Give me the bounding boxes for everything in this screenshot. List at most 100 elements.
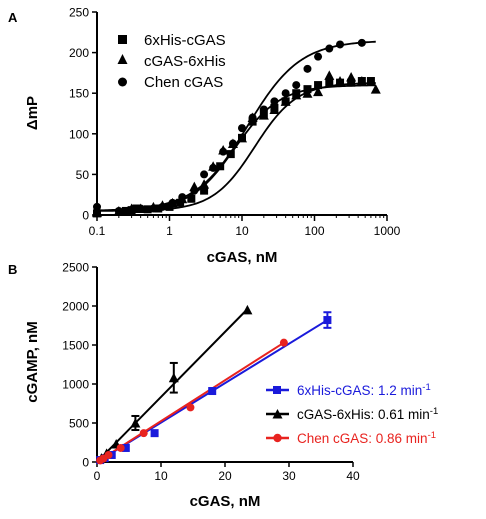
point-chen-cgas bbox=[104, 450, 113, 459]
point-cgas-6xhis bbox=[92, 207, 102, 218]
point-chen-cgas bbox=[168, 198, 177, 207]
point-chen-cgas bbox=[93, 202, 101, 211]
point-6xhis-cgas bbox=[325, 78, 334, 87]
panel-a-y-axis-label: ΔmP bbox=[24, 96, 41, 130]
point-chen-cgas bbox=[248, 113, 257, 122]
y-tick-label: 1500 bbox=[62, 339, 89, 353]
x-tick-label: 0.1 bbox=[89, 224, 106, 238]
rate-exponent: -1 bbox=[428, 430, 436, 441]
point-6xhis-cgas bbox=[208, 387, 217, 396]
y-tick-label: 0 bbox=[82, 456, 89, 470]
point-chen-cgas bbox=[357, 38, 366, 47]
panel-b-y-axis-label: cGAMP, nM bbox=[24, 321, 41, 402]
point-chen-cgas bbox=[186, 403, 195, 412]
x-tick-label: 10 bbox=[154, 469, 168, 483]
x-tick-label: 0 bbox=[94, 469, 101, 483]
point-cgas-6xhis bbox=[335, 76, 346, 86]
point-chen-cgas bbox=[149, 204, 158, 213]
point-cgas-6xhis bbox=[313, 86, 324, 97]
point-chen-cgas bbox=[190, 186, 199, 195]
point-6xhis-cgas bbox=[347, 78, 356, 87]
point-chen-cgas bbox=[136, 204, 145, 213]
legend-marker-b-6xhis-cgas bbox=[273, 386, 281, 394]
point-cgas-6xhis bbox=[356, 76, 367, 86]
legend-label-chen-cgas: Chen cGAS bbox=[144, 74, 223, 91]
fit-curve-chen-cgas bbox=[96, 40, 376, 212]
x-tick-label: 100 bbox=[304, 224, 324, 238]
point-chen-cgas bbox=[303, 64, 312, 73]
point-6xhis-cgas bbox=[150, 429, 159, 438]
x-tick-label: 20 bbox=[218, 469, 232, 483]
y-tick-label: 500 bbox=[69, 417, 89, 431]
point-chen-cgas bbox=[219, 147, 228, 156]
rate-text: Chen cGAS: 0.86 min bbox=[297, 431, 428, 446]
point-chen-cgas bbox=[325, 44, 334, 53]
y-tick-label: 2500 bbox=[62, 261, 89, 275]
panel-a-data-points bbox=[92, 38, 381, 218]
point-chen-cgas bbox=[200, 170, 209, 179]
point-chen-cgas bbox=[314, 52, 323, 61]
point-chen-cgas bbox=[279, 338, 288, 347]
fit-line-chen-cgas bbox=[96, 341, 285, 463]
panel-b: B cGAMP, nM cGAS, nM 0 500 1000 1500 2000 250… bbox=[8, 261, 438, 511]
point-cgas-6xhis bbox=[237, 132, 247, 143]
panel-a-label: A bbox=[8, 10, 18, 25]
panel-b-axes: 0 500 1000 1500 2000 2500 0 10 20 30 40 bbox=[62, 261, 360, 484]
point-cgas-6xhis bbox=[324, 70, 335, 80]
point-chen-cgas bbox=[228, 139, 237, 148]
panel-a-legend: 6xHis-cGAS cGAS-6xHis Chen cGAS bbox=[117, 32, 226, 91]
point-cgas-6xhis bbox=[302, 88, 313, 98]
point-cgas-6xhis bbox=[130, 418, 141, 428]
x-tick-label: 1000 bbox=[374, 224, 401, 238]
point-cgas-6xhis bbox=[291, 89, 302, 100]
panel-a-axes: 0 50 100 150 200 250 0.1 1 10 100 1000 bbox=[69, 6, 401, 239]
point-6xhis-cgas bbox=[187, 194, 196, 203]
point-cgas-6xhis bbox=[168, 372, 179, 383]
y-tick-label: 200 bbox=[69, 46, 89, 60]
legend-rate-cgas-6xhis: cGAS-6xHis: 0.61 min-1 bbox=[297, 406, 438, 422]
x-tick-label: 1 bbox=[166, 224, 173, 238]
legend-marker-chen-cgas bbox=[118, 77, 127, 87]
point-chen-cgas bbox=[114, 206, 123, 215]
panel-b-x-axis-label: cGAS, nM bbox=[190, 493, 261, 510]
rate-text: 6xHis-cGAS: 1.2 min bbox=[297, 383, 422, 398]
point-cgas-6xhis bbox=[269, 104, 280, 114]
point-cgas-6xhis bbox=[242, 304, 253, 315]
point-6xhis-cgas bbox=[121, 206, 130, 215]
legend-marker-b-chen-cgas bbox=[273, 433, 282, 443]
point-cgas-6xhis bbox=[199, 179, 210, 189]
point-chen-cgas bbox=[238, 124, 246, 133]
y-tick-label: 250 bbox=[69, 6, 89, 20]
point-chen-cgas bbox=[336, 40, 345, 49]
y-tick-label: 2000 bbox=[62, 300, 89, 314]
point-chen-cgas bbox=[270, 97, 279, 106]
point-6xhis-cgas bbox=[132, 204, 141, 213]
rate-exponent: -1 bbox=[430, 406, 438, 417]
y-tick-label: 100 bbox=[69, 127, 89, 141]
legend-rate-chen-cgas: Chen cGAS: 0.86 min-1 bbox=[297, 430, 436, 446]
point-chen-cgas bbox=[139, 429, 148, 438]
rate-text: cGAS-6xHis: 0.61 min bbox=[297, 407, 430, 422]
point-chen-cgas bbox=[259, 105, 268, 114]
panel-a-x-axis-label: cGAS, nM bbox=[207, 249, 278, 266]
x-tick-label: 30 bbox=[282, 469, 296, 483]
point-cgas-6xhis bbox=[346, 71, 357, 82]
legend-marker-6xhis-cgas bbox=[118, 35, 127, 44]
point-chen-cgas bbox=[209, 163, 218, 172]
point-chen-cgas bbox=[178, 193, 187, 202]
panel-a: A ΔmP cGAS, nM 0 50 100 150 200 250 0.1 1 10 100 1… bbox=[8, 6, 401, 267]
point-cgas-6xhis bbox=[280, 96, 291, 106]
x-tick-label: 40 bbox=[346, 469, 360, 483]
point-chen-cgas bbox=[158, 202, 167, 211]
fit-line-cgas-6xhis bbox=[96, 308, 249, 463]
legend-label-cgas-6xhis: cGAS-6xHis bbox=[144, 53, 226, 70]
legend-label-6xhis-cgas: 6xHis-cGAS bbox=[144, 32, 226, 49]
panel-b-data-points bbox=[96, 304, 332, 465]
y-tick-label: 1000 bbox=[62, 378, 89, 392]
y-tick-label: 150 bbox=[69, 87, 89, 101]
point-6xhis-cgas bbox=[366, 77, 375, 86]
legend-marker-cgas-6xhis bbox=[117, 54, 128, 64]
point-chen-cgas bbox=[281, 89, 290, 98]
legend-rate-6xhis-cgas: 6xHis-cGAS: 1.2 min-1 bbox=[297, 382, 431, 398]
